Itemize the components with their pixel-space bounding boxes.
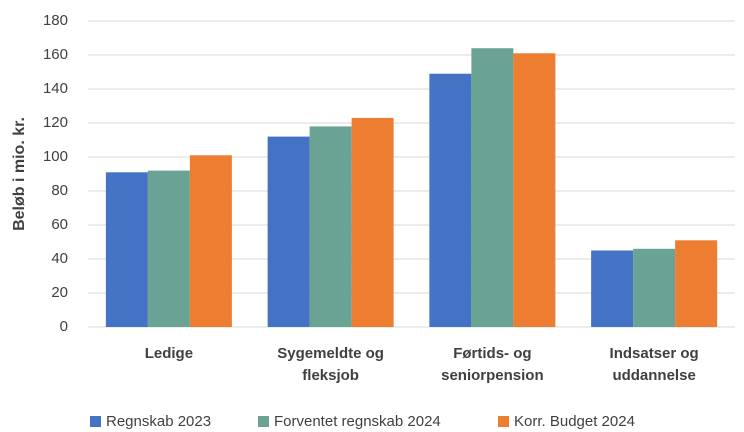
y-tick-label: 60 <box>51 216 68 233</box>
bar <box>147 170 190 327</box>
bar <box>189 155 232 327</box>
y-tick-label: 160 <box>43 46 68 63</box>
bar <box>633 248 676 327</box>
y-tick-label: 20 <box>51 284 68 301</box>
y-tick-label: 180 <box>43 12 68 29</box>
x-tick-label: Ledige <box>144 345 194 362</box>
legend-label: Regnskab 2023 <box>106 413 211 430</box>
y-axis-label: Beløb i mio. kr. <box>11 117 28 231</box>
y-tick-label: 0 <box>60 318 68 335</box>
bar <box>471 48 514 327</box>
bar <box>267 136 310 327</box>
y-tick-label: 100 <box>43 148 68 165</box>
y-tick-label: 80 <box>51 182 68 199</box>
bar <box>429 73 472 327</box>
legend-swatch <box>258 416 269 427</box>
y-tick-label: 140 <box>43 80 68 97</box>
x-tick-label: Førtids- og seniorpension <box>441 345 544 384</box>
bar <box>591 250 634 327</box>
bar <box>351 117 394 328</box>
legend-label: Korr. Budget 2024 <box>514 413 635 430</box>
x-tick-label: Indsatser og uddannelse <box>609 345 699 384</box>
x-tick-label: Sygemeldte og fleksjob <box>277 345 384 384</box>
y-tick-label: 120 <box>43 114 68 131</box>
bar <box>513 53 556 328</box>
bar <box>105 172 148 327</box>
legend-swatch <box>90 416 101 427</box>
legend-swatch <box>498 416 509 427</box>
y-tick-label: 40 <box>51 250 68 267</box>
bar <box>675 240 718 327</box>
bar <box>309 126 352 328</box>
legend-label: Forventet regnskab 2024 <box>274 413 441 430</box>
